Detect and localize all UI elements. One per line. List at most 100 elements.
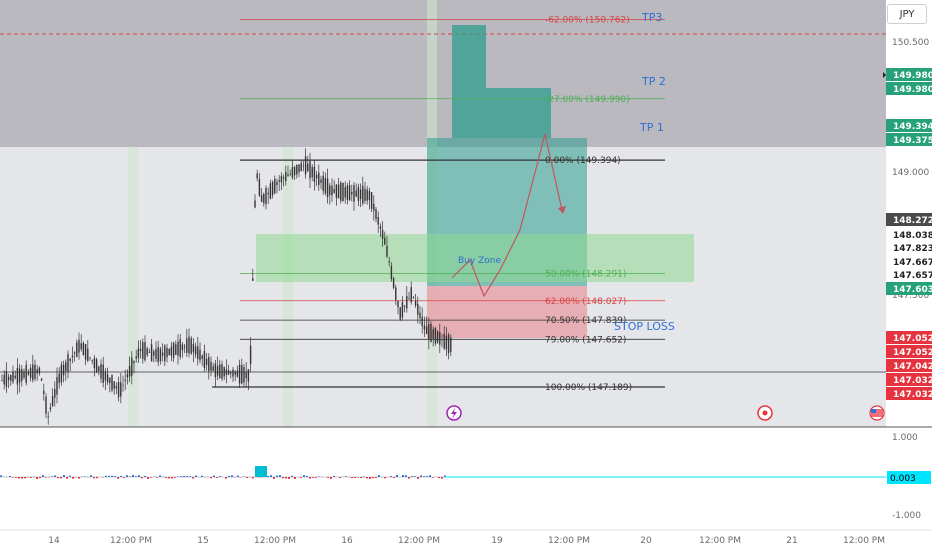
indicator-bar (441, 477, 443, 479)
candle-body (232, 370, 233, 377)
indicator-bar (96, 477, 98, 478)
candle-body (369, 191, 370, 200)
candle-body (191, 338, 192, 353)
indicator-bar (186, 476, 188, 477)
candle-body (70, 359, 71, 361)
indicator-bar (402, 475, 404, 477)
indicator-bar (108, 476, 110, 477)
indicator-bar (183, 476, 185, 477)
target-dot-icon (763, 411, 768, 416)
buy-zone-label: Buy Zone (458, 256, 501, 266)
candle-body (268, 193, 269, 194)
candle-body (6, 371, 7, 387)
candle-body (94, 358, 95, 368)
indicator-bar (282, 477, 284, 478)
candle-body (59, 374, 60, 383)
indicator-bar (315, 477, 317, 478)
tp3-profit-block (452, 25, 486, 138)
indicator-bar (54, 476, 56, 477)
indicator-bar (327, 477, 329, 478)
candle-body (30, 368, 31, 378)
candle-body (107, 374, 108, 382)
indicator-bar (21, 477, 23, 479)
currency-button[interactable]: JPY (887, 4, 927, 24)
indicator-bar (393, 477, 395, 478)
candle-body (325, 178, 326, 193)
indicator-bar (411, 476, 413, 477)
indicator-bar (252, 477, 254, 478)
candle-body (164, 346, 165, 361)
indicator-bar (165, 477, 167, 478)
candle-body (353, 185, 354, 202)
candle-body (248, 369, 249, 381)
indicator-bar (378, 475, 380, 477)
candle-body (151, 344, 152, 361)
indicator-bar (420, 475, 422, 477)
indicator-bar (144, 476, 146, 477)
indicator-bar (237, 476, 239, 477)
candle-body (186, 339, 187, 353)
candle-body (309, 161, 310, 178)
candle-body (373, 204, 374, 211)
fib-label: 50.00% (148.291) (545, 270, 626, 280)
candle-body (415, 301, 416, 306)
candle-body (391, 266, 392, 279)
candle-body (360, 189, 361, 199)
candle-body (116, 386, 117, 388)
candle-body (92, 360, 93, 361)
price-tag-text: 147.052 (893, 334, 932, 344)
candle-body (43, 391, 44, 394)
candle-body (298, 164, 299, 172)
candle-body (307, 164, 308, 171)
indicator-bar (273, 477, 275, 479)
indicator-bar (192, 477, 194, 478)
indicator-bar (312, 477, 314, 478)
candle-body (149, 352, 150, 353)
candle-body (402, 302, 403, 317)
candle-body (76, 342, 77, 357)
indicator-bar (30, 477, 32, 478)
indicator-bar (228, 476, 230, 477)
indicator-bar (12, 477, 14, 478)
indicator-bar (177, 476, 179, 477)
candle-body (347, 186, 348, 200)
price-tag-text: 147.032 (893, 390, 932, 400)
candle-body (188, 337, 189, 354)
price-tag-text: 149.375 (893, 136, 932, 146)
candle-body (444, 334, 445, 349)
candle-body (380, 226, 381, 228)
candle-body (283, 177, 284, 178)
candle-body (292, 167, 293, 177)
indicator-bar (285, 477, 287, 479)
candle-body (290, 174, 291, 175)
candle-body (274, 179, 275, 193)
loss-zone[interactable] (427, 286, 587, 338)
candle-body (411, 287, 412, 302)
candle-body (208, 357, 209, 371)
candle-body (345, 187, 346, 197)
candle-body (441, 339, 442, 340)
candle-body (15, 376, 16, 378)
candle-body (199, 350, 200, 361)
candle-body (406, 296, 407, 309)
candle-body (48, 416, 49, 417)
candle-body (171, 347, 172, 356)
indicator-bar (171, 477, 173, 478)
candle-body (437, 331, 438, 342)
indicator-bar (366, 477, 368, 478)
indicator-bar (375, 477, 377, 478)
time-tick-label: 15 (197, 536, 208, 546)
price-tag-text: 149.980 (893, 85, 932, 95)
candle-body (173, 343, 174, 358)
indicator-bar (408, 477, 410, 479)
candle-body (316, 175, 317, 178)
indicator-bar (309, 477, 311, 479)
candle-body (21, 369, 22, 381)
candle-body (26, 365, 27, 383)
candle-body (378, 217, 379, 225)
candle-body (422, 317, 423, 326)
tp3-label: TP3 (641, 11, 662, 24)
candle-body (87, 349, 88, 361)
